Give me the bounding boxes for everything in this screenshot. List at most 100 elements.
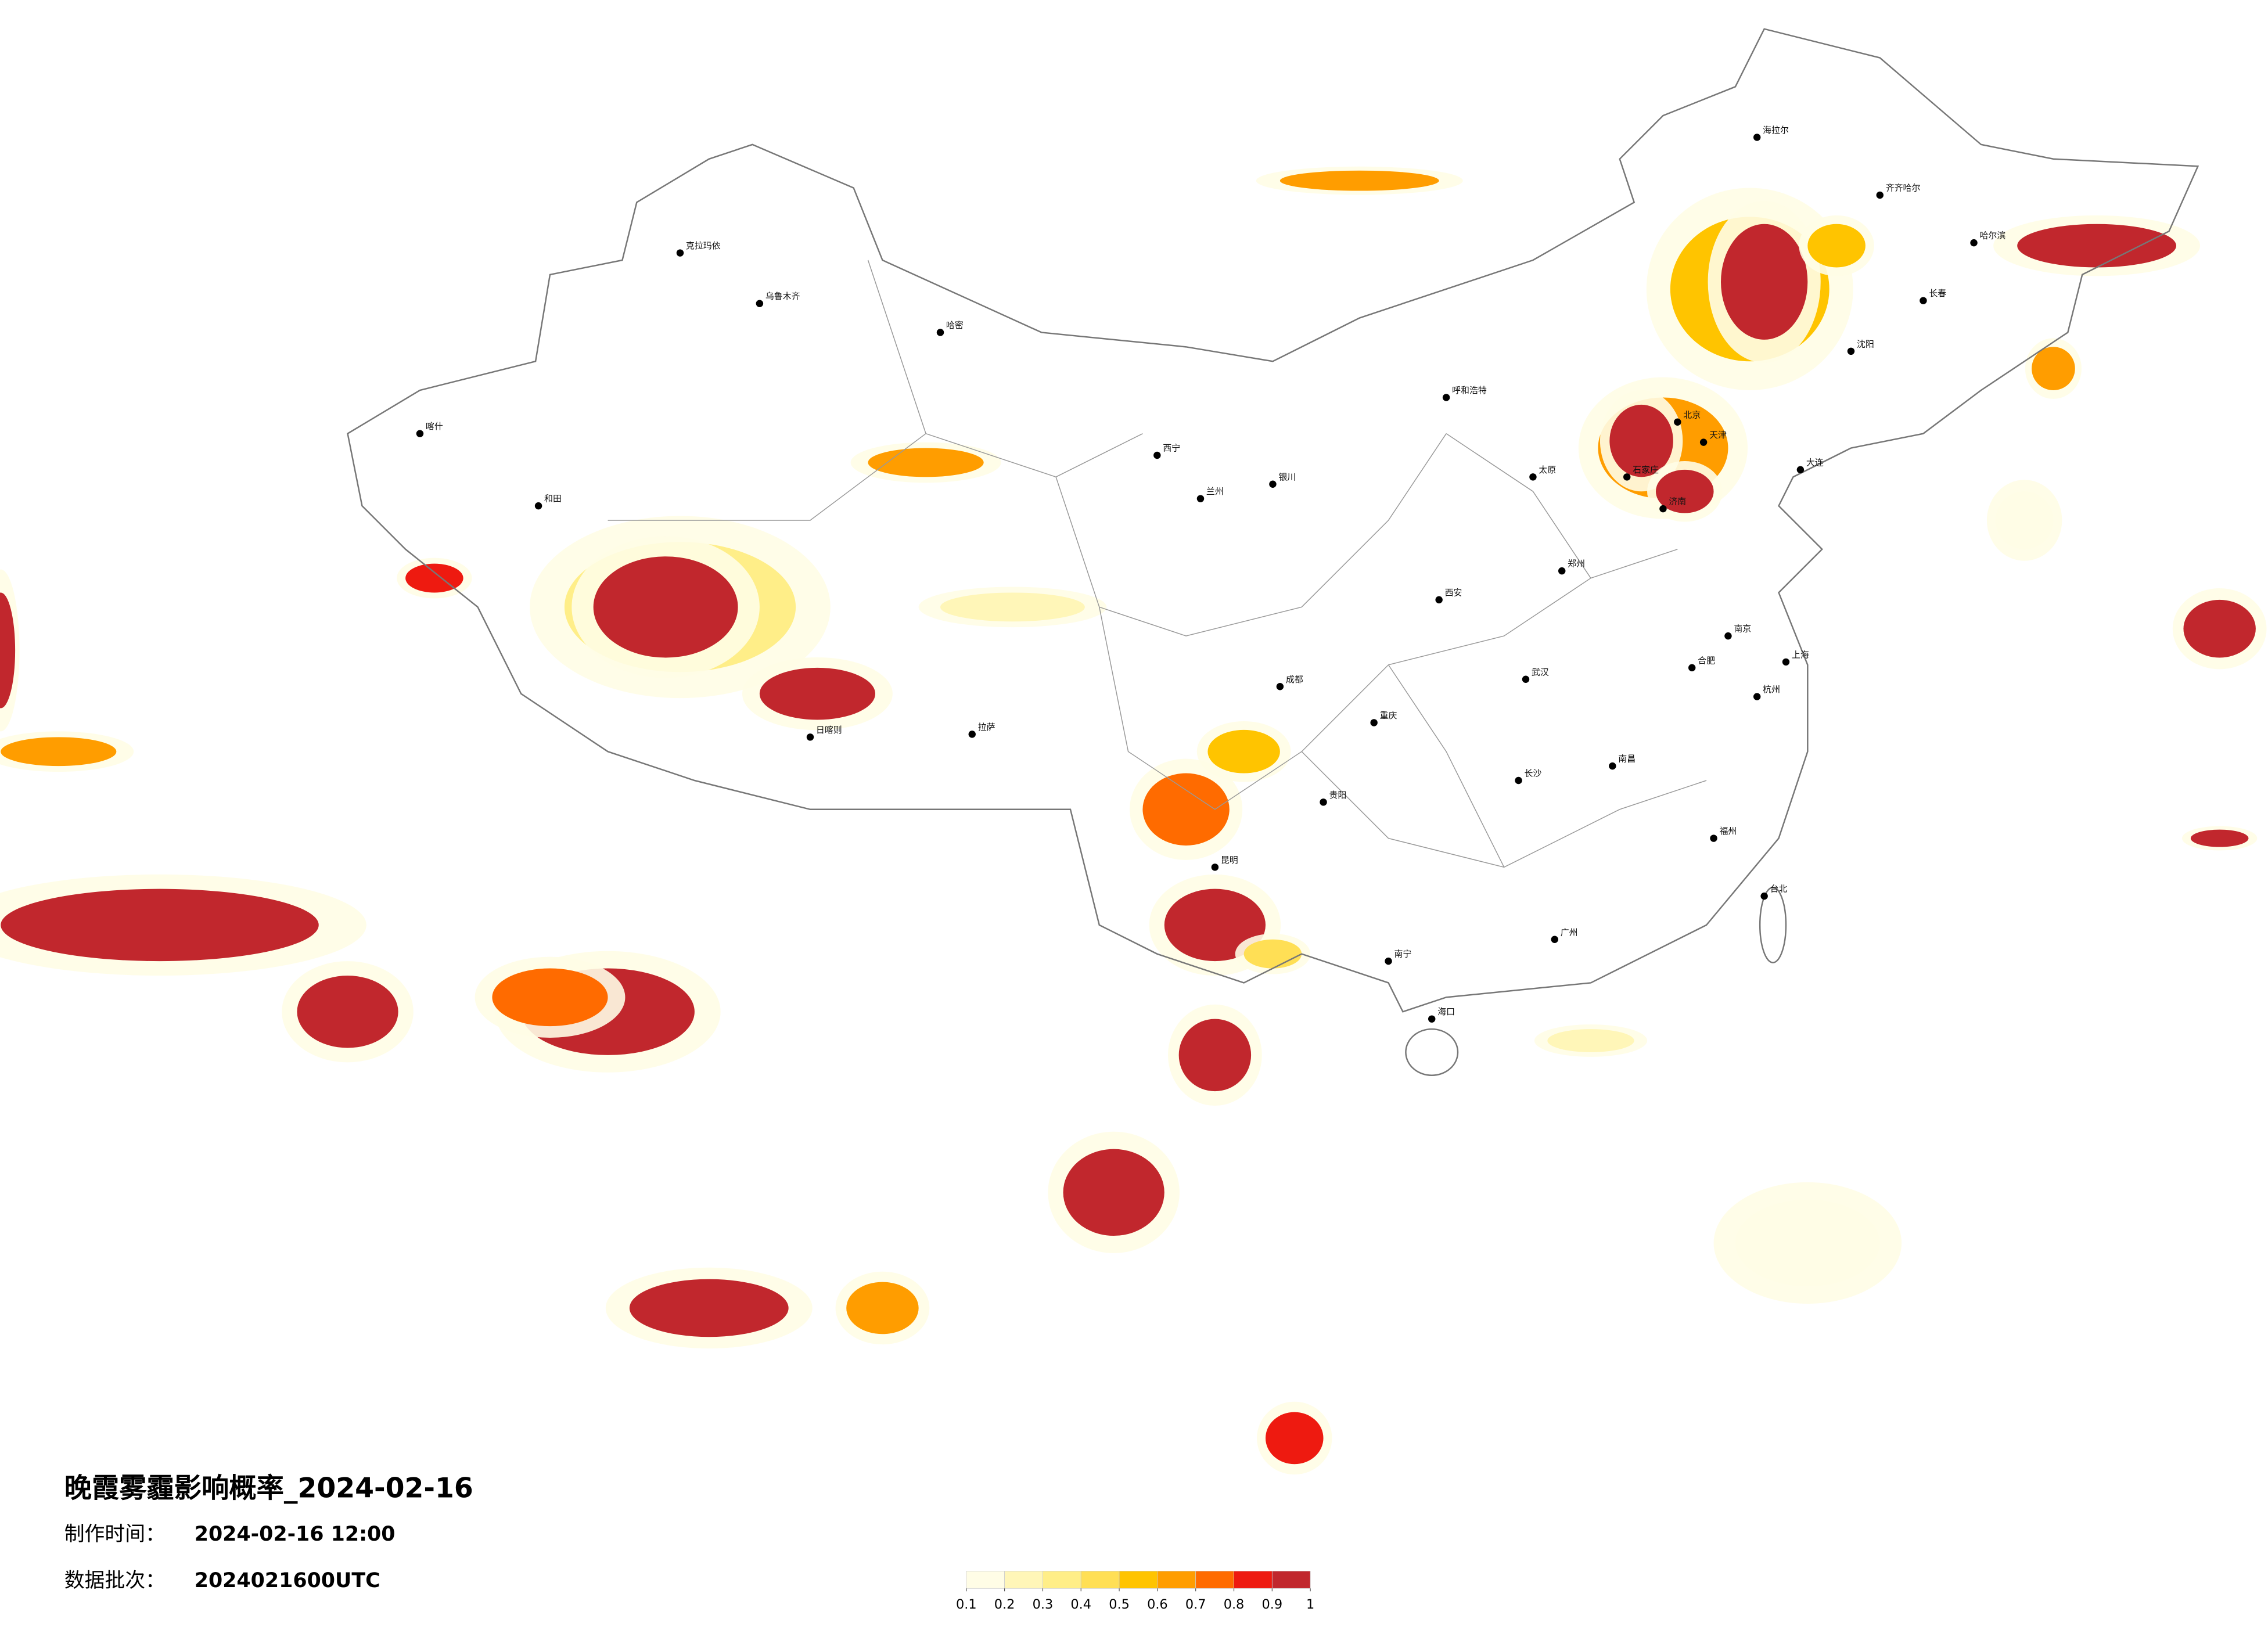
colorbar-tick-label: 0.1 <box>956 1597 977 1612</box>
city-dot <box>1428 1015 1436 1023</box>
colorbar-swatch <box>1157 1571 1196 1589</box>
city-label: 天津 <box>1709 430 1727 440</box>
city-dot <box>1724 632 1732 640</box>
haze-area <box>2183 599 2256 658</box>
city-dot <box>1688 664 1696 672</box>
haze-area <box>1 737 117 767</box>
haze-area <box>0 592 16 708</box>
city-label: 哈密 <box>946 320 964 330</box>
colorbar-tick-label: 0.3 <box>1033 1597 1054 1612</box>
colorbar-swatch <box>1043 1571 1081 1589</box>
city-dot <box>1847 347 1855 355</box>
batch-label: 数据批次： <box>64 1569 166 1592</box>
map-title: 晚霞雾霾影响概率_2024-02-16 <box>64 1472 473 1504</box>
haze-area <box>405 563 463 593</box>
colorbar-swatch <box>966 1571 1005 1589</box>
city-label: 银川 <box>1278 472 1296 482</box>
city-dot <box>676 249 684 257</box>
city-label: 呼和浩特 <box>1452 385 1487 395</box>
haze-area <box>1164 888 1266 962</box>
haze-area <box>2032 347 2075 390</box>
haze-area <box>1207 729 1280 774</box>
city-dot <box>806 733 814 741</box>
haze-area <box>297 976 398 1048</box>
haze-area <box>940 592 1085 622</box>
city-label: 郑州 <box>1568 559 1585 569</box>
haze-area <box>629 1279 789 1337</box>
city-label: 哈尔滨 <box>1980 231 2006 241</box>
colorbar-swatch <box>1004 1571 1043 1589</box>
haze-layer <box>0 166 2267 1475</box>
colorbar-tick-label: 0.4 <box>1070 1597 1091 1612</box>
colorbar-tick-label: 0.9 <box>1262 1597 1283 1612</box>
city-label: 上海 <box>1792 649 1809 660</box>
city-dot <box>1269 480 1277 488</box>
city-dot <box>1558 567 1566 575</box>
made-time: 2024-02-16 12:00 <box>195 1523 396 1546</box>
city-dot <box>1796 466 1805 474</box>
city-label: 齐齐哈尔 <box>1886 183 1921 193</box>
haze-area <box>2017 224 2176 268</box>
city-dot <box>1876 191 1884 199</box>
colorbar-tick-label: 0.7 <box>1185 1597 1206 1612</box>
haze-area <box>492 968 608 1027</box>
city-label: 南宁 <box>1394 949 1412 959</box>
city-label: 西宁 <box>1163 443 1180 454</box>
city-dot <box>1753 693 1761 700</box>
city-label: 成都 <box>1286 674 1303 685</box>
province-borders <box>608 260 1707 868</box>
haze-area <box>868 448 984 477</box>
city-label: 杭州 <box>1763 684 1780 695</box>
city-dot <box>416 430 424 437</box>
city-label: 石家庄 <box>1633 465 1659 475</box>
city-label: 长春 <box>1929 288 1946 298</box>
haze-area <box>1063 1149 1164 1236</box>
city-dot <box>1760 892 1768 900</box>
city-label: 南昌 <box>1618 754 1636 764</box>
city-label: 拉萨 <box>978 722 995 732</box>
city-label: 海口 <box>1437 1006 1455 1017</box>
city-dot <box>1276 683 1284 690</box>
haze-area <box>1279 170 1439 191</box>
city-dot <box>1196 495 1205 502</box>
city-dot <box>534 502 542 510</box>
city-dot <box>968 731 976 738</box>
haze-area <box>1178 1019 1252 1092</box>
haze-area <box>1609 404 1673 477</box>
colorbar-tick-label: 0.2 <box>994 1597 1015 1612</box>
haze-area <box>1655 469 1714 513</box>
colorbar-tick-label: 0.5 <box>1109 1597 1130 1612</box>
haze-area <box>1 888 319 962</box>
city-dot <box>1782 658 1790 666</box>
haze-area <box>1547 1029 1634 1052</box>
city-dot <box>1551 936 1558 943</box>
city-label: 济南 <box>1669 497 1686 507</box>
colorbar-swatch <box>1195 1571 1234 1589</box>
city-label: 昆明 <box>1221 855 1238 865</box>
city-label: 南京 <box>1734 624 1751 634</box>
city-dot <box>1529 473 1537 481</box>
city-dot <box>1211 864 1219 871</box>
haze-area <box>1265 1412 1324 1465</box>
city-label: 喀什 <box>426 421 443 431</box>
city-label: 武汉 <box>1532 667 1549 677</box>
haze-area <box>846 1282 919 1334</box>
city-dot <box>1370 719 1378 726</box>
city-dot <box>1153 451 1161 459</box>
city-label: 海拉尔 <box>1763 125 1789 135</box>
haze-area <box>1243 939 1302 969</box>
colorbar-tick-label: 0.6 <box>1147 1597 1168 1612</box>
city-dot <box>1515 776 1522 785</box>
haze-area <box>1720 224 1808 340</box>
city-label: 克拉玛依 <box>686 240 721 251</box>
city-dot <box>1710 834 1717 842</box>
city-label: 重庆 <box>1380 710 1397 721</box>
hainan-outline <box>1405 1028 1459 1076</box>
city-dot <box>1674 418 1681 426</box>
haze-area <box>759 667 875 720</box>
city-dot <box>936 329 944 336</box>
colorbar-tick-label: 1 <box>1306 1597 1314 1612</box>
